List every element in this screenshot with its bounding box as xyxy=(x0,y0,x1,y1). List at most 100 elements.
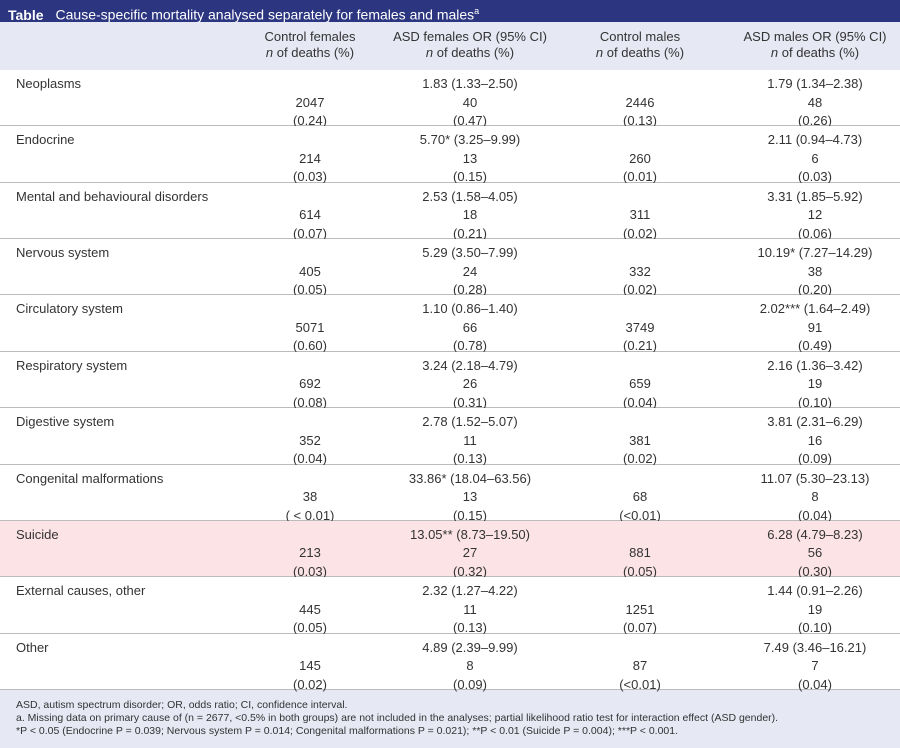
death-count: 692 xyxy=(299,376,321,392)
table-row: Digestive system 352 (0.04) 2.78 (1.52–5.07… xyxy=(0,408,900,466)
death-percent: (0.30) xyxy=(798,563,832,579)
death-count: 11 xyxy=(463,601,477,617)
death-percent: (0.28) xyxy=(453,282,487,298)
death-percent: (0.32) xyxy=(453,563,487,579)
death-count: 11 xyxy=(463,432,477,448)
death-percent: (0.05) xyxy=(293,282,327,298)
death-count: 352 xyxy=(299,432,321,448)
death-percent: (0.04) xyxy=(798,507,832,523)
death-percent: (<0.01) xyxy=(619,676,661,692)
death-percent: (0.04) xyxy=(623,394,657,410)
odds-ratio: 2.53 (1.58–4.05) xyxy=(422,188,518,204)
death-percent: (0.07) xyxy=(623,620,657,636)
odds-ratio: 10.19* (7.27–14.29) xyxy=(757,245,873,261)
death-percent: (0.07) xyxy=(293,225,327,241)
odds-ratio: 1.79 (1.34–2.38) xyxy=(767,76,863,91)
death-percent: (<0.01) xyxy=(619,507,661,523)
odds-ratio: 11.07 (5.30–23.13) xyxy=(760,470,870,486)
table-row: Circulatory system 5071 (0.60) 1.10 (0.86–1… xyxy=(0,295,900,354)
death-percent: (0.03) xyxy=(293,169,327,185)
death-percent: (0.49) xyxy=(798,338,832,354)
death-percent: (0.08) xyxy=(293,394,327,410)
odds-ratio: 1.83 (1.33–2.50) xyxy=(422,76,518,91)
death-percent: (0.26) xyxy=(798,113,832,128)
column-header: ASD males OR (95% CI) n of deaths (%) xyxy=(743,29,886,61)
death-count: 13 xyxy=(462,150,478,166)
footnote: ASD, autism spectrum disorder; OR, odds … xyxy=(16,699,348,711)
death-count: 2446 xyxy=(625,94,655,110)
odds-ratio: 7.49 (3.46–16.21) xyxy=(763,639,867,655)
row-label: Digestive system xyxy=(16,414,115,430)
death-count: 16 xyxy=(807,432,823,448)
death-count: 614 xyxy=(299,207,321,223)
row-label: Suicide xyxy=(16,526,59,542)
death-count: 8 xyxy=(811,489,819,505)
odds-ratio: 5.70* (3.25–9.99) xyxy=(419,132,521,148)
death-percent: (0.06) xyxy=(798,225,832,241)
death-count: 19 xyxy=(807,376,823,392)
title-bar: Table Cause-specific mortality analysed s… xyxy=(0,0,900,23)
row-label: Endocrine xyxy=(16,132,75,148)
table-row: Suicide 213 (0.03) 13.05** (8.73–19.50) 27 (0… xyxy=(0,520,900,579)
footnotes: ASD, autism spectrum disorder; OR, odds … xyxy=(0,690,900,748)
death-count: 145 xyxy=(299,658,321,674)
row-label: Congenital malformations xyxy=(16,470,164,486)
column-name: Control females xyxy=(264,29,356,44)
death-percent: (0.21) xyxy=(453,225,487,241)
column-header: ASD females OR (95% CI) n of deaths (%) xyxy=(393,29,547,61)
death-count: 68 xyxy=(632,489,648,505)
column-header: Control females n of deaths (%) xyxy=(264,29,355,61)
death-percent: (0.02) xyxy=(293,676,327,692)
death-count: 213 xyxy=(299,545,321,561)
death-count: 3749 xyxy=(625,319,655,335)
column-subtitle: n of deaths (%) xyxy=(425,45,515,60)
row-label: Circulatory system xyxy=(16,301,123,317)
death-count: 6 xyxy=(811,150,819,166)
death-count: 381 xyxy=(629,432,651,448)
death-count: 40 xyxy=(462,94,478,110)
row-label: Other xyxy=(16,639,49,655)
odds-ratio: 4.89 (2.39–9.99) xyxy=(422,639,518,655)
death-percent: (0.02) xyxy=(623,282,657,298)
death-count: 48 xyxy=(807,94,823,110)
death-count: 1251 xyxy=(625,601,655,617)
death-percent: (0.15) xyxy=(453,169,487,185)
death-percent: (0.20) xyxy=(798,282,832,298)
death-count: 38 xyxy=(302,489,318,505)
death-percent: (0.15) xyxy=(453,507,487,523)
odds-ratio: 5.29 (3.50–7.99) xyxy=(422,245,518,261)
death-percent: (0.60) xyxy=(293,338,327,354)
death-count: 66 xyxy=(462,319,478,335)
table-row: External causes, other 445 (0.05) 2.32 (1.2… xyxy=(0,577,900,636)
death-count: 56 xyxy=(807,545,823,561)
odds-ratio: 2.11 (0.94–4.73) xyxy=(767,132,863,148)
death-count: 27 xyxy=(462,545,478,561)
death-percent: (0.02) xyxy=(623,225,657,241)
death-count: 18 xyxy=(462,207,478,223)
odds-ratio: 3.31 (1.85–5.92) xyxy=(767,188,863,204)
table-header: Control females n of deaths (%) ASD female… xyxy=(0,22,900,71)
death-percent: (0.47) xyxy=(453,113,487,128)
death-count: 260 xyxy=(629,150,651,166)
death-count: 7 xyxy=(811,658,819,674)
table-row: Congenital malformations 38 ( < 0.01) 33.86… xyxy=(0,464,900,523)
row-label: Neoplasms xyxy=(16,76,82,91)
death-percent: (0.10) xyxy=(798,394,832,410)
death-count: 332 xyxy=(629,263,651,279)
table-row: Mental and behavioural disorders 614 (0.07… xyxy=(0,182,900,241)
row-label: Respiratory system xyxy=(16,357,128,373)
death-percent: (0.05) xyxy=(293,620,327,636)
footnote: *P < 0.05 (Endocrine P = 0.039; Nervous … xyxy=(16,725,679,737)
death-percent: (0.03) xyxy=(798,169,832,185)
death-percent: (0.04) xyxy=(798,676,832,692)
odds-ratio: 2.78 (1.52–5.07) xyxy=(422,414,518,430)
column-subtitle: n of deaths (%) xyxy=(770,45,860,60)
column-subtitle: n of deaths (%) xyxy=(265,45,355,60)
death-percent: (0.03) xyxy=(293,563,327,579)
death-count: 2047 xyxy=(295,94,325,110)
death-percent: (0.24) xyxy=(293,113,327,128)
death-count: 445 xyxy=(299,601,321,617)
death-percent: (0.01) xyxy=(623,169,657,185)
death-count: 13 xyxy=(462,489,478,505)
